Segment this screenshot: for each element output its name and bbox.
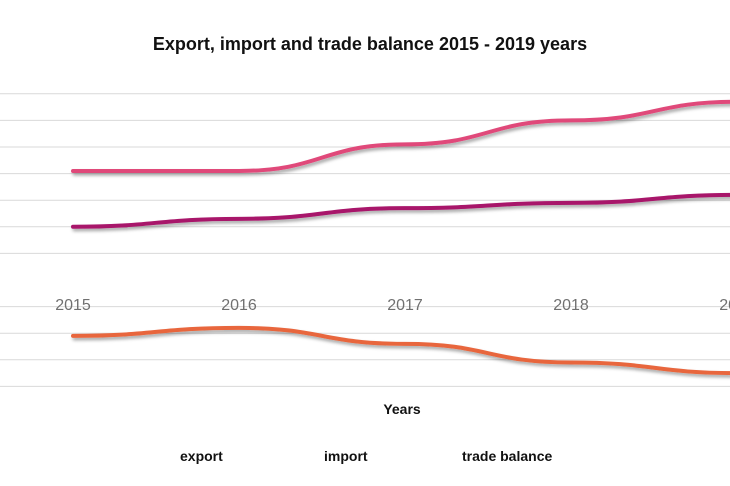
chart-title: Export, import and trade balance 2015 - … [153,34,587,54]
legend-label-import: import [324,448,368,464]
series-line-import [71,99,730,173]
x-tick-label: 2017 [387,297,423,314]
x-tick-label: 2015 [55,297,91,314]
x-tick-label: 2019 [719,297,730,314]
series-lines [71,99,730,376]
series-line-trade-balance [71,325,730,376]
legend-label-trade-balance: trade balance [462,448,552,464]
legend-label-export: export [180,448,223,464]
x-tick-labels: 2015 2016 2017 2018 2019 [55,297,730,314]
legend: export import trade balance [126,448,552,464]
x-axis-label: Years [383,401,421,417]
series-line-export [71,192,730,229]
x-tick-label: 2016 [221,297,257,314]
x-tick-label: 2018 [553,297,589,314]
